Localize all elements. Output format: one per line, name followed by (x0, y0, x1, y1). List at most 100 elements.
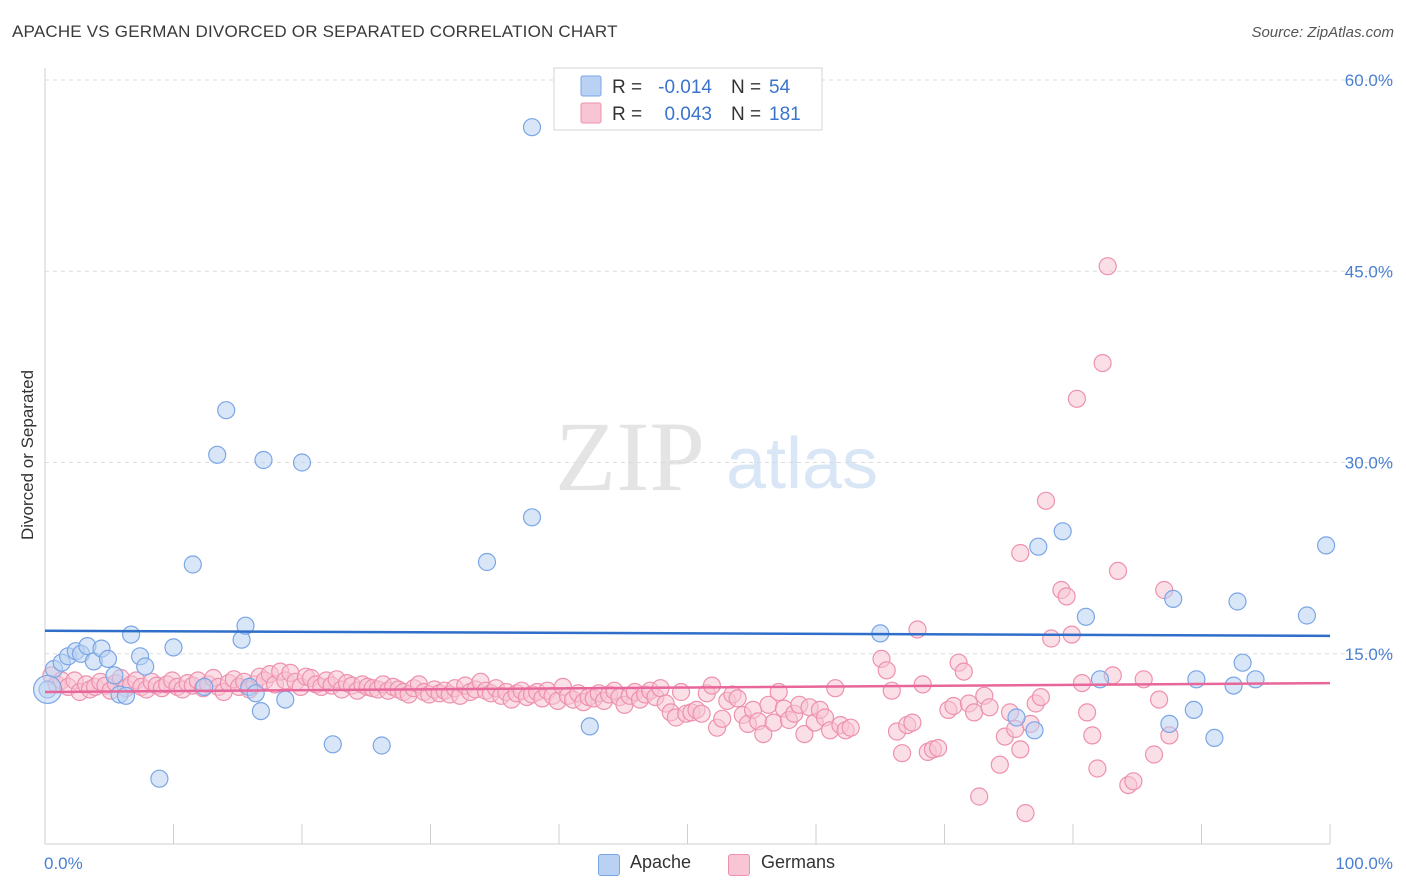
point-apache (105, 666, 124, 685)
point-germans (826, 679, 845, 698)
point-germans (702, 676, 722, 695)
point-germans (1042, 629, 1061, 648)
point-apache (136, 657, 155, 676)
point-apache (1025, 721, 1044, 740)
point-germans (913, 675, 932, 694)
legend-label-germans: Germans (761, 852, 836, 872)
point-germans (1083, 726, 1102, 745)
source-credit: Source: ZipAtlas.com (1251, 24, 1394, 41)
y-tick-label: 60.0% (1345, 71, 1393, 90)
point-apache (251, 701, 270, 721)
point-germans (1067, 389, 1087, 408)
point-apache (292, 453, 312, 472)
point-germans (954, 662, 973, 681)
stats-r-label: R = (612, 104, 642, 125)
point-germans (692, 704, 711, 723)
point-germans (1036, 491, 1056, 510)
point-apache (122, 625, 141, 644)
legend-label-apache: Apache (630, 852, 692, 872)
stats-n-label: N = (731, 77, 761, 98)
point-apache (98, 649, 118, 669)
stats-r-value: 0.043 (664, 104, 712, 125)
point-germans (754, 724, 773, 744)
point-germans (671, 682, 691, 702)
x-tick-label-min: 0.0% (44, 854, 83, 873)
point-germans (795, 724, 814, 744)
point-apache (208, 445, 227, 464)
point-apache (164, 638, 183, 657)
point-germans (964, 703, 984, 722)
stats-r-value: -0.014 (658, 77, 712, 98)
point-germans (928, 738, 948, 758)
point-apache (183, 555, 202, 574)
point-germans (1016, 803, 1035, 823)
chart-title: APACHE VS GERMAN DIVORCED OR SEPARATED C… (12, 22, 618, 41)
point-germans (1088, 759, 1107, 778)
point-apache (116, 686, 136, 705)
point-germans (1011, 543, 1030, 563)
point-germans (903, 713, 922, 732)
stats-n-label: N = (731, 104, 761, 125)
point-apache (323, 735, 342, 754)
point-apache-large (32, 674, 63, 705)
point-germans (1108, 561, 1128, 581)
point-germans (990, 755, 1009, 774)
point-germans (1072, 673, 1092, 693)
trend-line-germans (44, 681, 1331, 694)
point-germans (728, 689, 747, 708)
stats-legend-swatch (580, 102, 602, 124)
point-apache (1233, 653, 1252, 672)
point-germans (1031, 687, 1051, 707)
y-tick-labels: 15.0% 30.0% 45.0% 60.0% (1345, 71, 1393, 664)
point-germans (970, 787, 989, 806)
point-apache (1224, 676, 1243, 695)
point-germans (1093, 354, 1112, 373)
point-apache (1029, 537, 1048, 556)
point-germans (1057, 587, 1076, 606)
axes (44, 68, 1331, 845)
point-germans (980, 698, 999, 717)
trend-line-apache (44, 629, 1331, 638)
point-apache (276, 690, 295, 709)
point-apache (217, 401, 236, 420)
point-apache (1007, 708, 1026, 727)
y-tick-label: 45.0% (1345, 262, 1393, 281)
point-apache (1184, 700, 1203, 720)
point-apache (1076, 607, 1096, 626)
point-apache (477, 552, 497, 572)
stats-legend: R = -0.014 N = 54 R = 0.043 N = 181 (553, 67, 823, 131)
point-apache (1205, 728, 1224, 748)
point-apache (236, 616, 255, 635)
point-apache (522, 508, 542, 527)
y-tick-label: 15.0% (1345, 645, 1393, 664)
point-germans (841, 718, 860, 737)
point-apache (1053, 522, 1072, 541)
stats-n-value: 54 (769, 77, 791, 98)
watermark-zip: ZIP (555, 401, 705, 512)
point-germans (1098, 257, 1117, 276)
stats-legend-swatch (580, 75, 602, 97)
point-germans (1149, 690, 1169, 709)
watermark-atlas: atlas (726, 424, 878, 504)
point-apache (246, 684, 265, 703)
point-germans (1011, 740, 1030, 759)
point-apache (580, 717, 599, 736)
x-tick-label-max: 100.0% (1335, 854, 1393, 873)
legend-swatch-apache (598, 854, 620, 876)
point-germans (1124, 772, 1143, 791)
point-apache (1246, 670, 1265, 689)
bottom-legend: Apache Germans (0, 850, 1406, 880)
point-apache (1316, 536, 1336, 555)
point-apache (195, 677, 214, 697)
y-tick-label: 30.0% (1345, 454, 1393, 473)
data-points (32, 118, 1336, 823)
trend-lines (44, 629, 1331, 694)
point-germans (944, 696, 963, 716)
point-germans (882, 681, 901, 700)
stats-n-value: 181 (769, 104, 801, 125)
gridlines (45, 79, 1395, 655)
point-germans (764, 713, 783, 732)
y-axis-label: Divorced or Separated (18, 370, 37, 540)
point-apache (1228, 592, 1247, 611)
